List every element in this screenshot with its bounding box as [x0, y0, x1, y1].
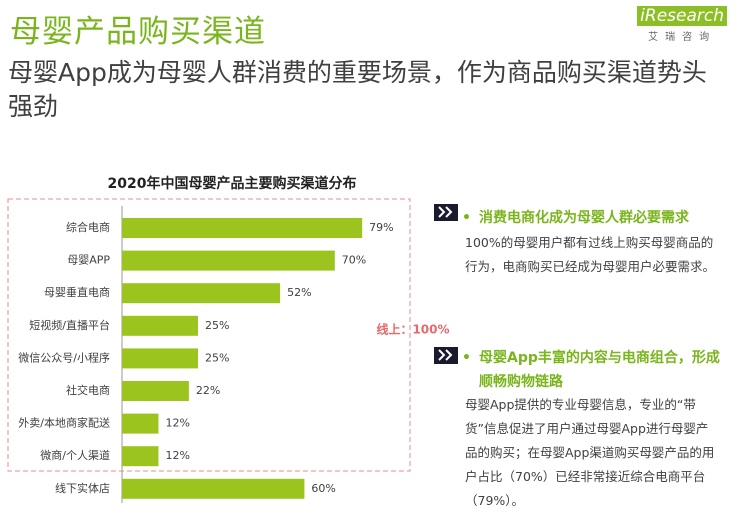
bullet-body: 母婴App提供的专业母婴信息，专业的“带货”信息促进了用户通过母婴App进行母婴… [465, 397, 715, 508]
chevron-1 [434, 204, 458, 221]
logo-text: iResearch [637, 6, 727, 26]
bar [122, 348, 198, 369]
category-label: 母婴APP [67, 254, 110, 267]
value-label: 22% [196, 384, 220, 397]
category-label: 微信公众号/小程序 [18, 350, 110, 364]
value-label: 52% [287, 286, 311, 299]
logo-subtext: 艾瑞咨询 [648, 32, 717, 43]
value-label: 70% [342, 254, 366, 267]
value-label: 60% [311, 482, 335, 495]
category-label: 母婴垂直电商 [44, 285, 110, 299]
category-label: 线下实体店 [55, 481, 110, 495]
value-label: 25% [205, 319, 229, 332]
category-label: 微商/个人渠道 [40, 448, 110, 462]
value-label: 25% [205, 351, 229, 364]
value-label: 12% [165, 449, 189, 462]
bar [122, 250, 335, 271]
bar [122, 283, 281, 304]
category-label: 短视频/直播平台 [29, 318, 110, 332]
chart-title: 2020年中国母婴产品主要购买渠道分布 [108, 175, 357, 192]
logo: iResearch 艾瑞咨询 [637, 6, 727, 43]
bullet-heading: 母婴App丰富的内容与电商组合，形成顺畅购物链路 [462, 346, 724, 394]
bar [122, 315, 198, 336]
value-label: 12% [165, 417, 189, 430]
bullet-body: 100%的母婴用户都有过线上购买母婴商品的行为，电商购买已经成为母婴用户必要需求… [465, 235, 716, 274]
bar [122, 413, 159, 434]
subtitle: 母婴App成为母婴人群消费的重要场景，作为商品购买渠道势头强劲 [8, 58, 707, 121]
chevron-2 [434, 347, 458, 364]
bar [122, 446, 159, 467]
category-label: 外卖/本地商家配送 [18, 416, 110, 430]
category-label: 综合电商 [66, 220, 110, 234]
category-label: 社交电商 [66, 383, 110, 397]
value-label: 79% [369, 221, 393, 234]
bar [122, 218, 363, 238]
bullet-heading: 消费电商化成为母婴人群必要需求 [462, 206, 724, 230]
bar [122, 381, 189, 401]
page-title: 母婴产品购买渠道 [10, 14, 266, 50]
annotation: 线上：100% [376, 322, 449, 337]
bar [122, 478, 305, 499]
online-box [7, 198, 411, 472]
